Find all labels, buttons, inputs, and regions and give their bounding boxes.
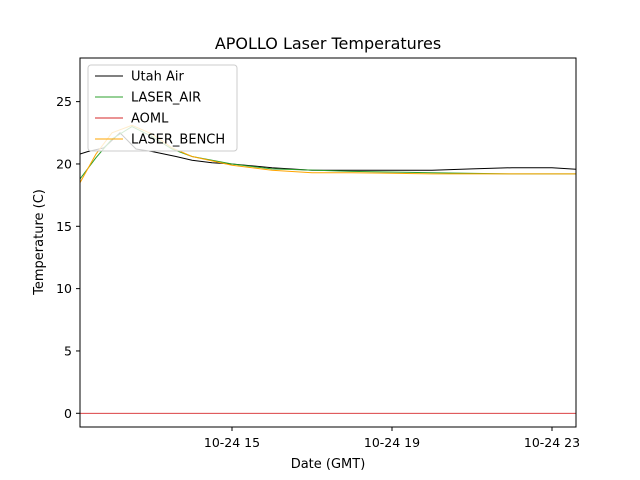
chart-title: APOLLO Laser Temperatures bbox=[215, 34, 441, 53]
legend-label: LASER_AIR bbox=[131, 91, 201, 106]
y-tick-label: 20 bbox=[56, 156, 72, 171]
legend: Utah Air LASER_AIR AOML LASER_BENCH bbox=[87, 64, 238, 152]
legend-label: AOML bbox=[131, 112, 169, 127]
y-axis-title: Temperature (C) bbox=[32, 189, 47, 296]
y-tick-label: 0 bbox=[64, 406, 72, 421]
series-line-utah-air bbox=[80, 132, 576, 171]
x-axis-title: Date (GMT) bbox=[291, 457, 366, 472]
legend-label: LASER_BENCH bbox=[131, 133, 225, 148]
plot-frame bbox=[79, 57, 577, 428]
y-tick-label: 15 bbox=[56, 219, 72, 234]
x-tick-label: 10-24 15 bbox=[204, 435, 260, 450]
y-tick-label: 25 bbox=[56, 94, 72, 109]
y-tick-label: 5 bbox=[64, 343, 72, 358]
legend-box bbox=[87, 64, 238, 152]
x-tick-label: 10-24 23 bbox=[524, 435, 580, 450]
x-tick-label: 10-24 19 bbox=[364, 435, 420, 450]
y-axis: 0 5 10 15 20 25 bbox=[56, 94, 80, 421]
y-tick-label: 10 bbox=[56, 281, 72, 296]
legend-label: Utah Air bbox=[131, 70, 184, 85]
